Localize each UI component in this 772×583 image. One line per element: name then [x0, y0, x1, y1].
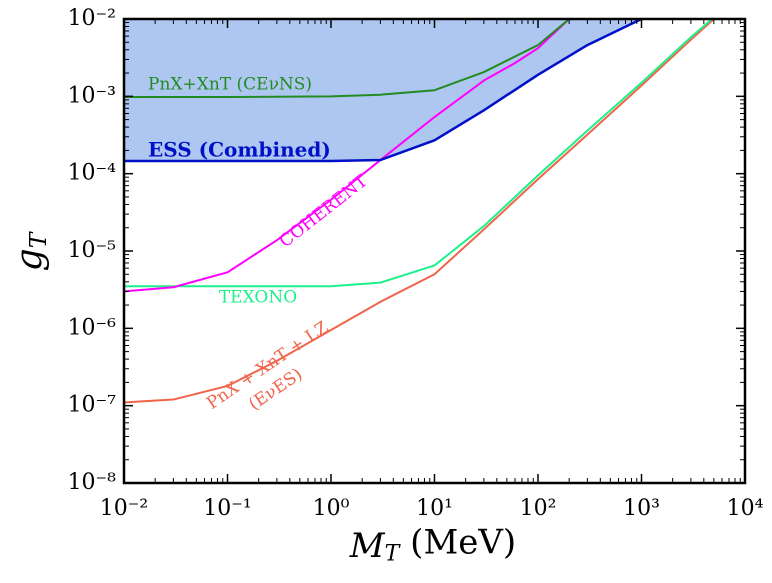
series-line [124, 19, 713, 288]
annotation: ESS (Combined) [148, 138, 331, 162]
series-line [124, 19, 715, 404]
x-axis-label: MT (MeV) [349, 522, 516, 566]
y-tick-label: 10⁻⁵ [68, 238, 116, 263]
y-tick-label: 10⁻⁶ [68, 315, 117, 340]
y-tick-label: 10⁻² [68, 6, 116, 31]
x-tick-label: 10¹ [416, 496, 453, 521]
x-tick-label: 10² [520, 496, 557, 521]
y-tick-label: 10⁻⁷ [68, 393, 117, 418]
x-tick-label: 10⁻¹ [203, 496, 251, 521]
plot-area [124, 19, 715, 404]
y-tick-label: 10⁻⁸ [68, 470, 117, 495]
series-line [124, 19, 643, 163]
annotation: PnX+XnT (CEνNS) [148, 75, 312, 95]
y-tick-label: 10⁻³ [68, 83, 116, 108]
series-line [124, 19, 570, 99]
filled-region [124, 19, 642, 161]
x-tick-label: 10³ [623, 496, 660, 521]
annotation: COHERENT [276, 171, 372, 252]
x-tick-label: 10⁴ [727, 496, 764, 521]
x-tick-label: 10⁰ [313, 496, 350, 521]
x-tick-label: 10⁻² [100, 496, 148, 521]
y-tick-label: 10⁻⁴ [68, 161, 117, 186]
y-axis-label: gT [9, 230, 52, 271]
annotation: TEXONO [219, 288, 297, 308]
